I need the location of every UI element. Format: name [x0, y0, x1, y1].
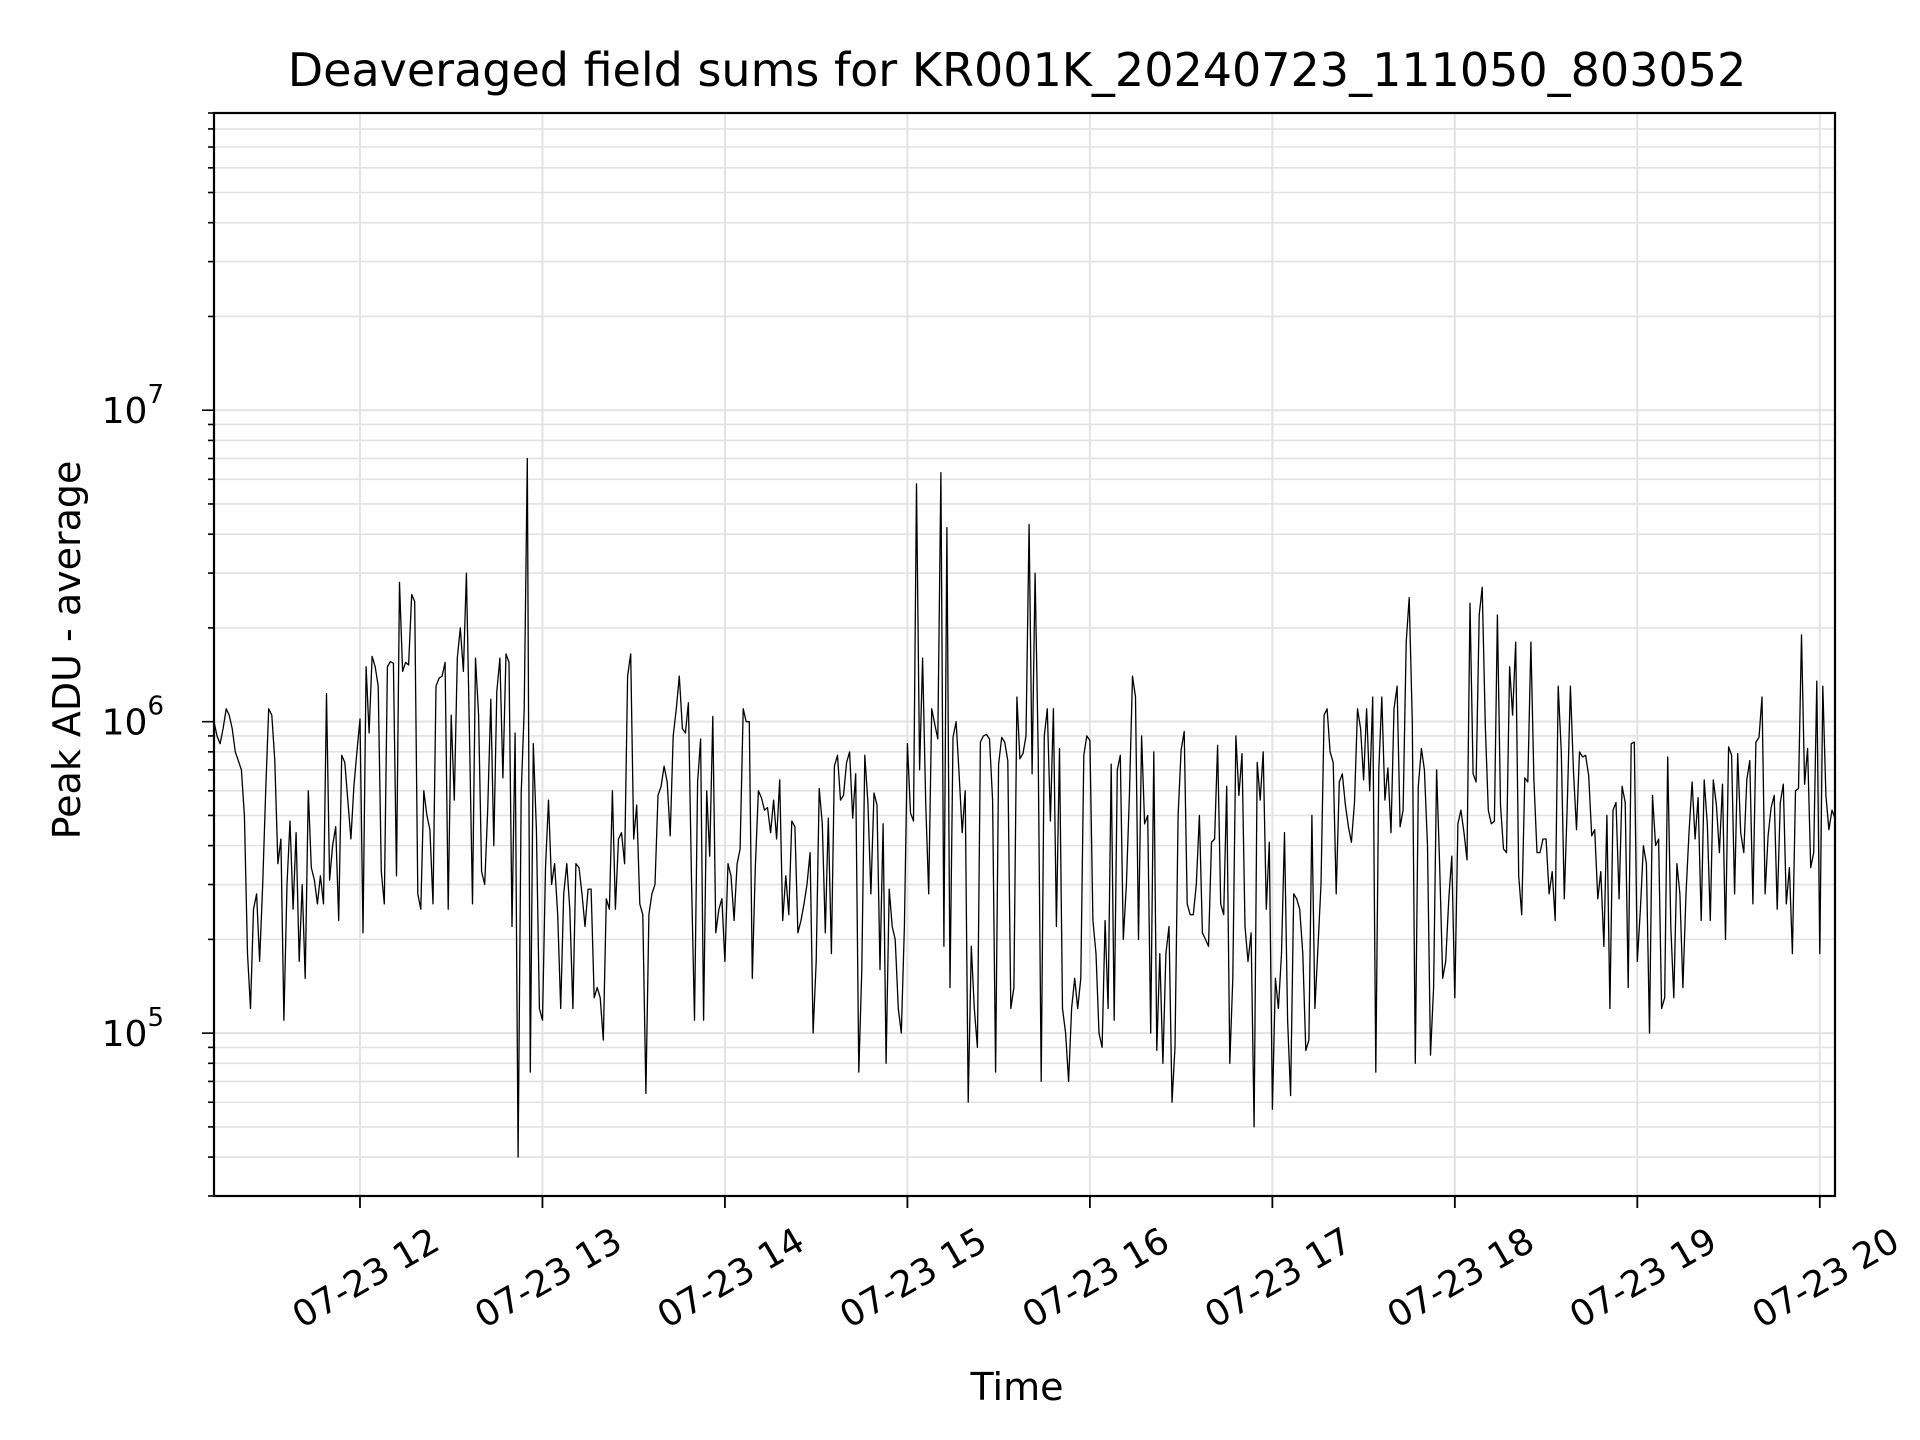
y-tick-label: 105: [102, 1003, 164, 1055]
plot-area-frame: [212, 111, 1837, 1198]
x-tick-label: 07-23 12: [286, 1220, 447, 1336]
x-tick-label: 07-23 17: [1198, 1220, 1359, 1336]
x-axis: 07-23 12 07-23 13 07-23 14 07-23 15 07-23 16…: [286, 1196, 1906, 1337]
grid: [214, 112, 1835, 1197]
x-tick-label: 07-23 13: [468, 1220, 629, 1336]
y-tick-label: 106: [102, 692, 164, 744]
series-layer: [213, 457, 1836, 1158]
y-tick-exponent: 5: [147, 1003, 164, 1033]
x-tick-label: 07-23 20: [1746, 1220, 1907, 1336]
y-tick-base: 10: [102, 1014, 148, 1055]
y-tick-label: 107: [102, 380, 164, 432]
x-tick-label: 07-23 16: [1016, 1220, 1177, 1336]
y-tick-base: 10: [102, 703, 148, 744]
x-tick-label: 07-23 15: [833, 1220, 994, 1336]
x-tick-label: 07-23 19: [1563, 1220, 1724, 1336]
chart-title: Deaveraged field sums for KR001K_2024072…: [288, 43, 1747, 97]
x-axis-label: Time: [970, 1365, 1064, 1409]
y-axis-label: Peak ADU - average: [45, 461, 89, 840]
y-tick-base: 10: [102, 391, 148, 432]
x-tick-label: 07-23 18: [1381, 1220, 1542, 1336]
y-tick-exponent: 6: [147, 692, 164, 722]
x-tick-label: 07-23 14: [651, 1220, 812, 1336]
series-line: [213, 457, 1836, 1158]
y-tick-exponent: 7: [147, 380, 164, 410]
